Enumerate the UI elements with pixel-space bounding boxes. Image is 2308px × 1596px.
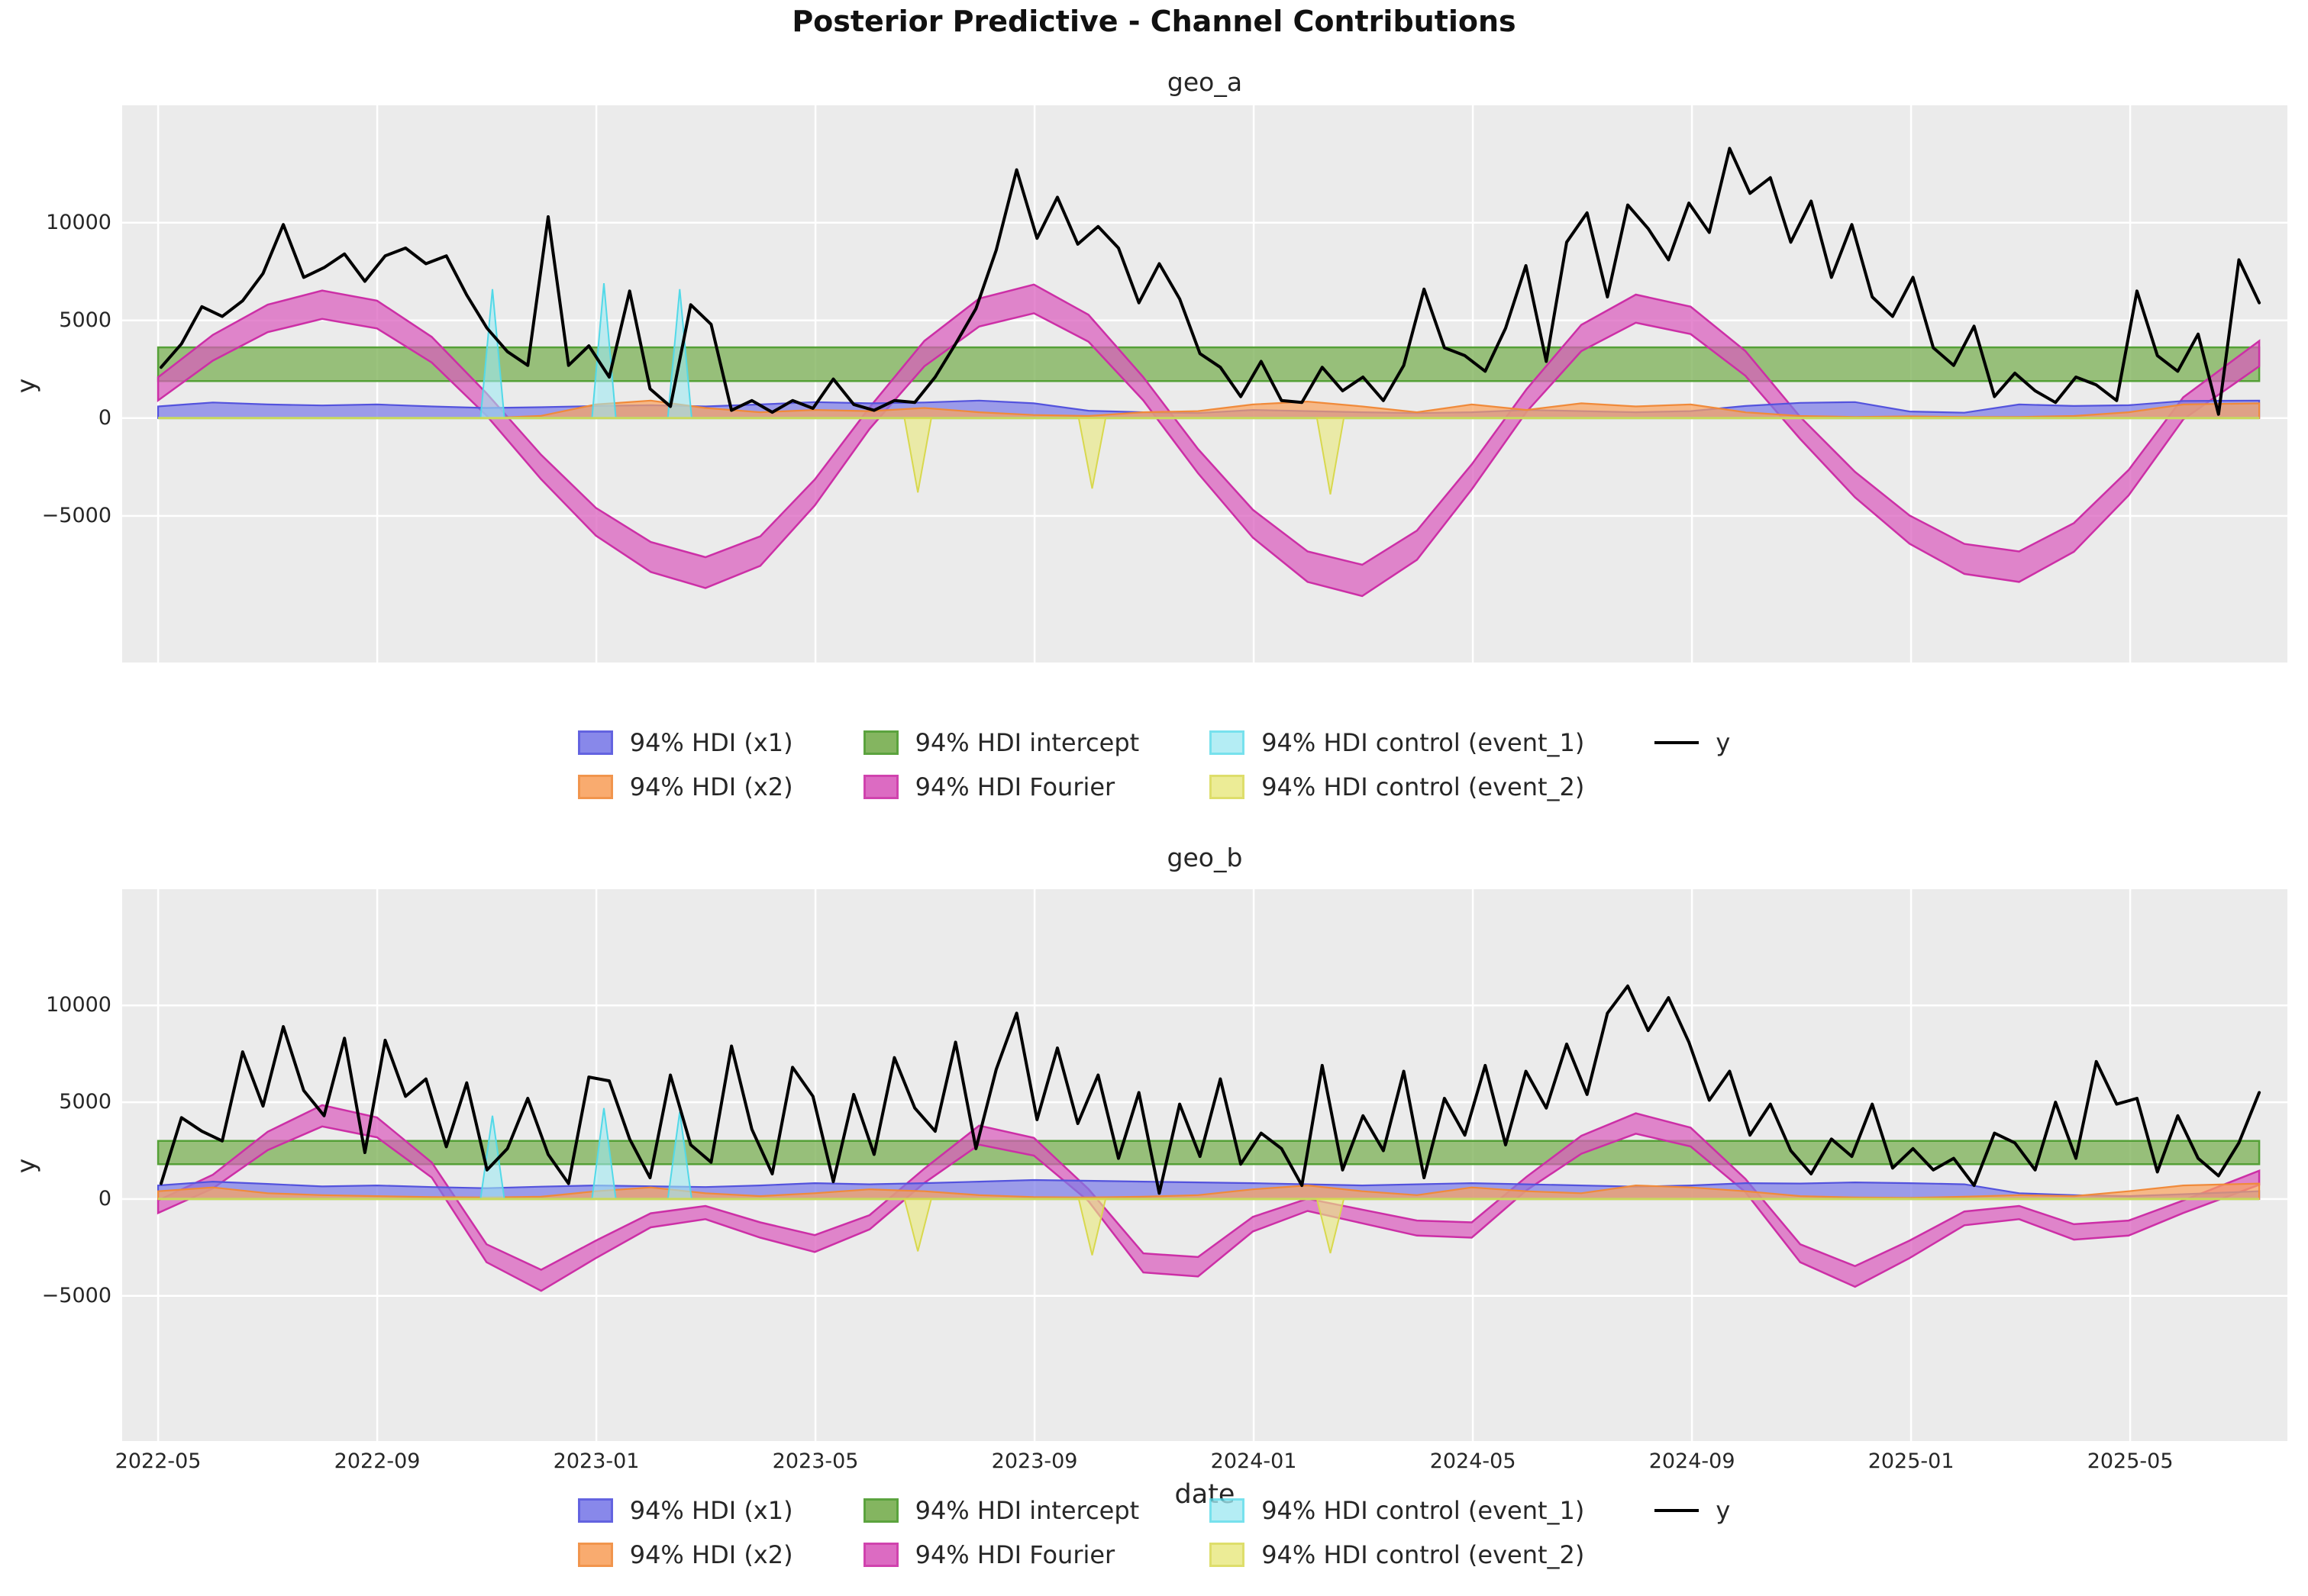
chart-svg-geo-a [122, 105, 2287, 663]
legend-swatch-fourier [863, 1543, 899, 1567]
legend-label: 94% HDI intercept [915, 1496, 1140, 1525]
legend-item-x2: 94% HDI (x2) [577, 1539, 793, 1571]
band-intercept [157, 346, 2261, 382]
band-intercept [157, 1140, 2261, 1166]
legend-geo-a: 94% HDI (x1) 94% HDI (x2) 94% HDI intercep… [0, 727, 2308, 803]
legend-label: 94% HDI intercept [915, 728, 1140, 757]
band-event-2-spike [1077, 417, 1107, 489]
legend-swatch-x1 [577, 1498, 613, 1523]
band-event-2-spike [903, 417, 932, 493]
x-tick-label: 2024-01 [1210, 1449, 1297, 1473]
y-tick-label: −5000 [41, 503, 111, 527]
x-tick-label: 2024-05 [1429, 1449, 1516, 1473]
legend-label: y [1716, 728, 1731, 757]
legend-item-x1: 94% HDI (x1) [577, 727, 793, 759]
legend-column: 94% HDI intercept 94% HDI Fourier [863, 727, 1140, 803]
band-event-2-spike [1315, 1198, 1345, 1254]
band-event-2-spike [1077, 1198, 1107, 1256]
legend-item-event_1: 94% HDI control (event_1) [1209, 727, 1584, 759]
y-tick-label: 10000 [46, 993, 111, 1017]
legend-column: 94% HDI control (event_1) 94% HDI control… [1209, 1494, 1584, 1571]
legend-swatch-event_1 [1209, 730, 1245, 755]
legend-label: 94% HDI Fourier [915, 772, 1115, 801]
y-observed-line [160, 147, 2261, 416]
plot-area-geo-a [122, 105, 2287, 663]
legend-label: 94% HDI (x1) [629, 1496, 793, 1525]
legend-swatch-event_2 [1209, 775, 1245, 799]
legend-item-y_line: y [1654, 727, 1730, 759]
legend-swatch-intercept [863, 730, 899, 755]
legend-label: 94% HDI (x1) [629, 728, 793, 757]
legend-column: y [1654, 1494, 1730, 1527]
y-observed-line [160, 984, 2261, 1195]
legend-item-x2: 94% HDI (x2) [577, 771, 793, 803]
legend-column: 94% HDI (x1) 94% HDI (x2) [577, 727, 793, 803]
x-tick-label: 2025-05 [2087, 1449, 2174, 1473]
band-event-2-spike [1315, 417, 1345, 495]
legend-label: 94% HDI Fourier [915, 1540, 1115, 1569]
y-axis-label-geo-a: y [11, 378, 41, 394]
legend-item-event_2: 94% HDI control (event_2) [1209, 1539, 1584, 1571]
legend-item-intercept: 94% HDI intercept [863, 1494, 1140, 1527]
x-tick-label: 2022-09 [334, 1449, 421, 1473]
band-fourier [157, 283, 2261, 598]
x-tick-label: 2024-09 [1648, 1449, 1735, 1473]
legend-item-y_line: y [1654, 1494, 1730, 1527]
legend-swatch-intercept [863, 1498, 899, 1523]
legend-label: 94% HDI control (event_2) [1261, 1540, 1585, 1569]
x-tick-label: 2023-09 [991, 1449, 1078, 1473]
x-tick-label: 2023-05 [772, 1449, 859, 1473]
legend-swatch-fourier [863, 775, 899, 799]
y-tick-label: 5000 [59, 1090, 111, 1114]
y-tick-label: −5000 [41, 1283, 111, 1307]
legend-label: y [1716, 1496, 1731, 1525]
chart-svg-geo-b [122, 889, 2287, 1441]
legend-swatch-x2 [577, 775, 613, 799]
legend-item-event_1: 94% HDI control (event_1) [1209, 1494, 1584, 1527]
figure-title: Posterior Predictive - Channel Contribut… [792, 5, 1516, 38]
legend-line-sample [1654, 1509, 1700, 1512]
legend-column: 94% HDI (x1) 94% HDI (x2) [577, 1494, 793, 1571]
legend-column: 94% HDI intercept 94% HDI Fourier [863, 1494, 1140, 1571]
legend-label: 94% HDI (x2) [629, 1540, 793, 1569]
legend-label: 94% HDI (x2) [629, 772, 793, 801]
x-tick-label: 2022-05 [115, 1449, 202, 1473]
plot-area-geo-b [122, 889, 2287, 1441]
legend-column: y [1654, 727, 1730, 759]
x-tick-label: 2023-01 [553, 1449, 640, 1473]
legend-swatch-event_1 [1209, 1498, 1245, 1523]
legend-item-fourier: 94% HDI Fourier [863, 771, 1140, 803]
x-tick-label: 2025-01 [1867, 1449, 1955, 1473]
legend-swatch-event_2 [1209, 1543, 1245, 1567]
y-tick-label: 5000 [59, 308, 111, 332]
legend-item-fourier: 94% HDI Fourier [863, 1539, 1140, 1571]
legend-item-event_2: 94% HDI control (event_2) [1209, 771, 1584, 803]
legend-item-intercept: 94% HDI intercept [863, 727, 1140, 759]
legend-geo-b: 94% HDI (x1) 94% HDI (x2) 94% HDI intercep… [0, 1494, 2308, 1571]
y-tick-label: 10000 [46, 210, 111, 234]
legend-swatch-x2 [577, 1543, 613, 1567]
y-axis-label-geo-b: y [11, 1158, 41, 1174]
legend-swatch-x1 [577, 730, 613, 755]
legend-label: 94% HDI control (event_2) [1261, 772, 1585, 801]
subplot-title-geo-b: geo_b [1167, 843, 1243, 872]
legend-item-x1: 94% HDI (x1) [577, 1494, 793, 1527]
legend-column: 94% HDI control (event_1) 94% HDI control… [1209, 727, 1584, 803]
band-event-2-spike [903, 1198, 933, 1252]
y-tick-label: 0 [98, 1186, 111, 1211]
legend-label: 94% HDI control (event_1) [1261, 1496, 1585, 1525]
legend-label: 94% HDI control (event_1) [1261, 728, 1585, 757]
legend-line-sample [1654, 741, 1700, 744]
subplot-title-geo-a: geo_a [1167, 67, 1243, 97]
y-tick-label: 0 [98, 405, 111, 430]
